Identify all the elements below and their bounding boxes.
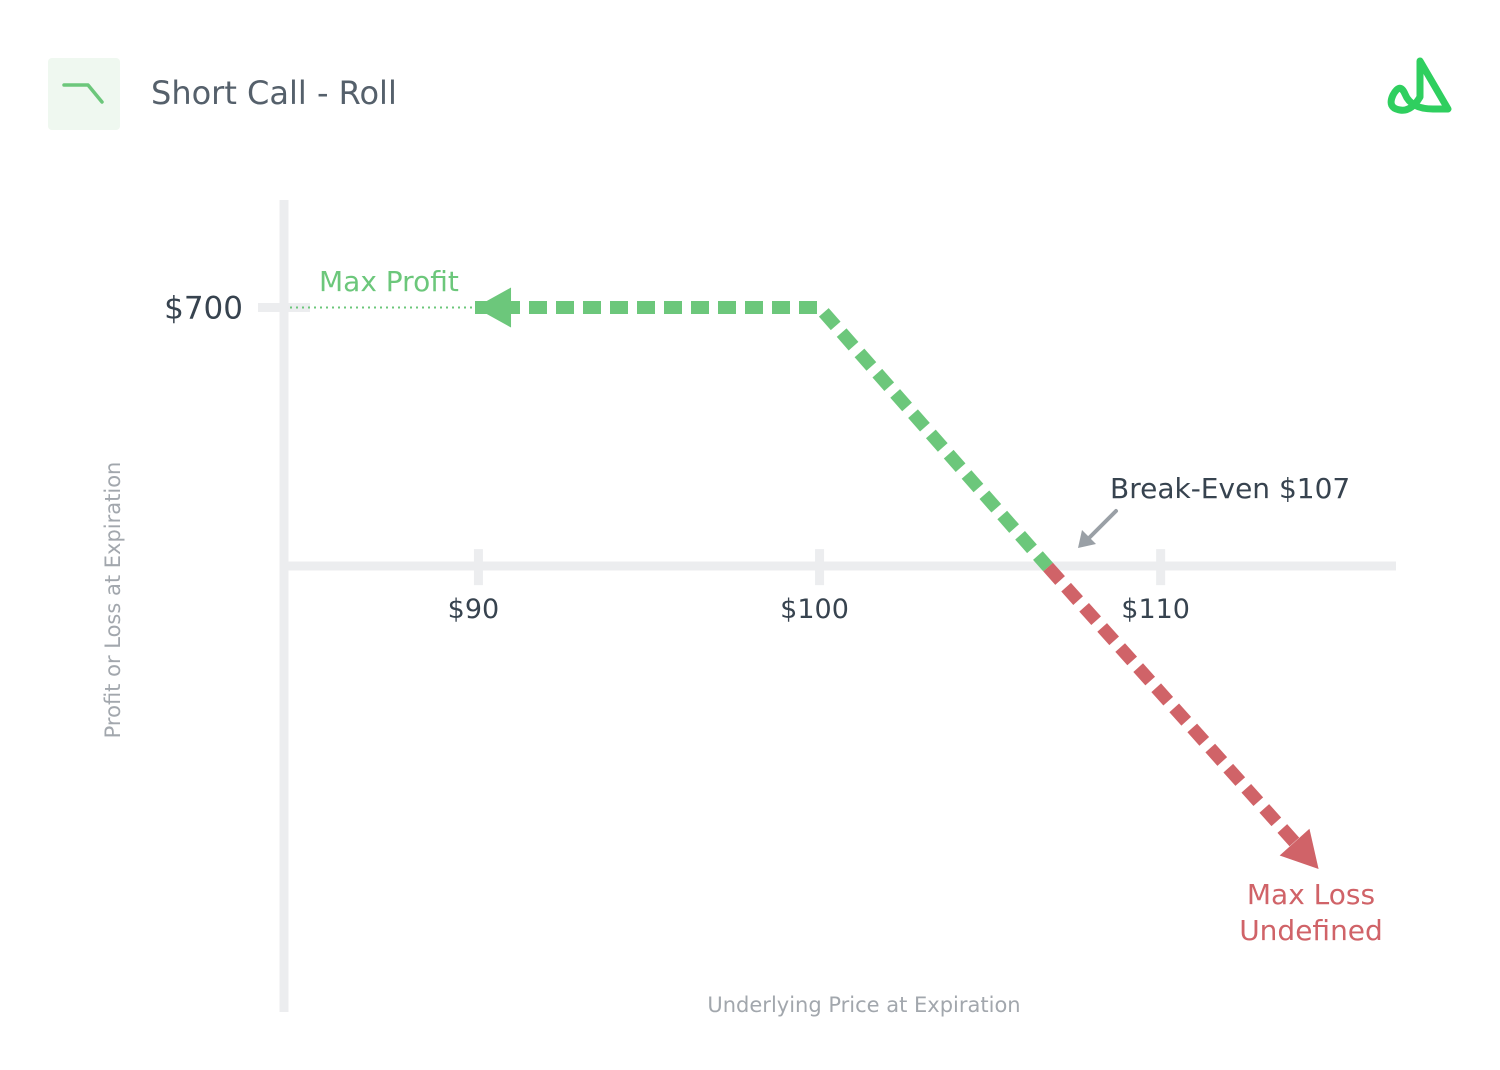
breakeven-label: Break-Even $107	[1110, 472, 1350, 505]
x-tick-label: $90	[448, 594, 500, 625]
max-loss-sub-label: Undefined	[1239, 914, 1383, 947]
max-profit-label: Max Profit	[319, 265, 459, 298]
x-tick-label: $100	[780, 594, 849, 625]
brand-logo-icon	[1387, 57, 1452, 114]
max-loss-label: Max Loss	[1247, 878, 1375, 911]
x-tick-label: $110	[1121, 594, 1190, 625]
y-axis-label: Profit or Loss at Expiration	[101, 462, 125, 739]
short-call-payoff-icon	[62, 83, 104, 104]
x-axis-label: Underlying Price at Expiration	[707, 993, 1020, 1017]
loss-segment-line	[1043, 562, 1309, 857]
breakeven-pointer-icon	[1078, 509, 1118, 548]
page-title: Short Call - Roll	[151, 74, 397, 112]
y-tick-label: $700	[164, 291, 243, 327]
max-loss-arrowhead	[1279, 828, 1319, 869]
strategy-icon-tile	[48, 58, 120, 130]
max-profit-arrowhead	[475, 287, 512, 328]
profit-segment-line	[475, 301, 1053, 572]
